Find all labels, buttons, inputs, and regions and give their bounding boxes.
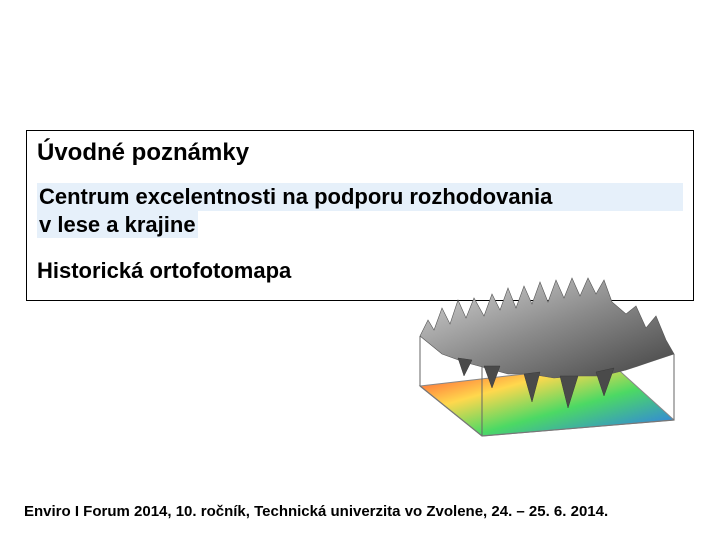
heading-centrum: Centrum excelentnosti na podporu rozhodo…	[37, 183, 683, 238]
footer-text: Enviro I Forum 2014, 10. ročník, Technic…	[24, 503, 608, 520]
terrain-surface	[420, 278, 674, 378]
heading-centrum-line1: Centrum excelentnosti na podporu rozhodo…	[37, 183, 683, 211]
heading-uvodne: Úvodné poznámky	[37, 139, 683, 167]
heading-centrum-line2: v lese a krajine	[37, 211, 198, 239]
surface-visualization	[374, 258, 694, 438]
